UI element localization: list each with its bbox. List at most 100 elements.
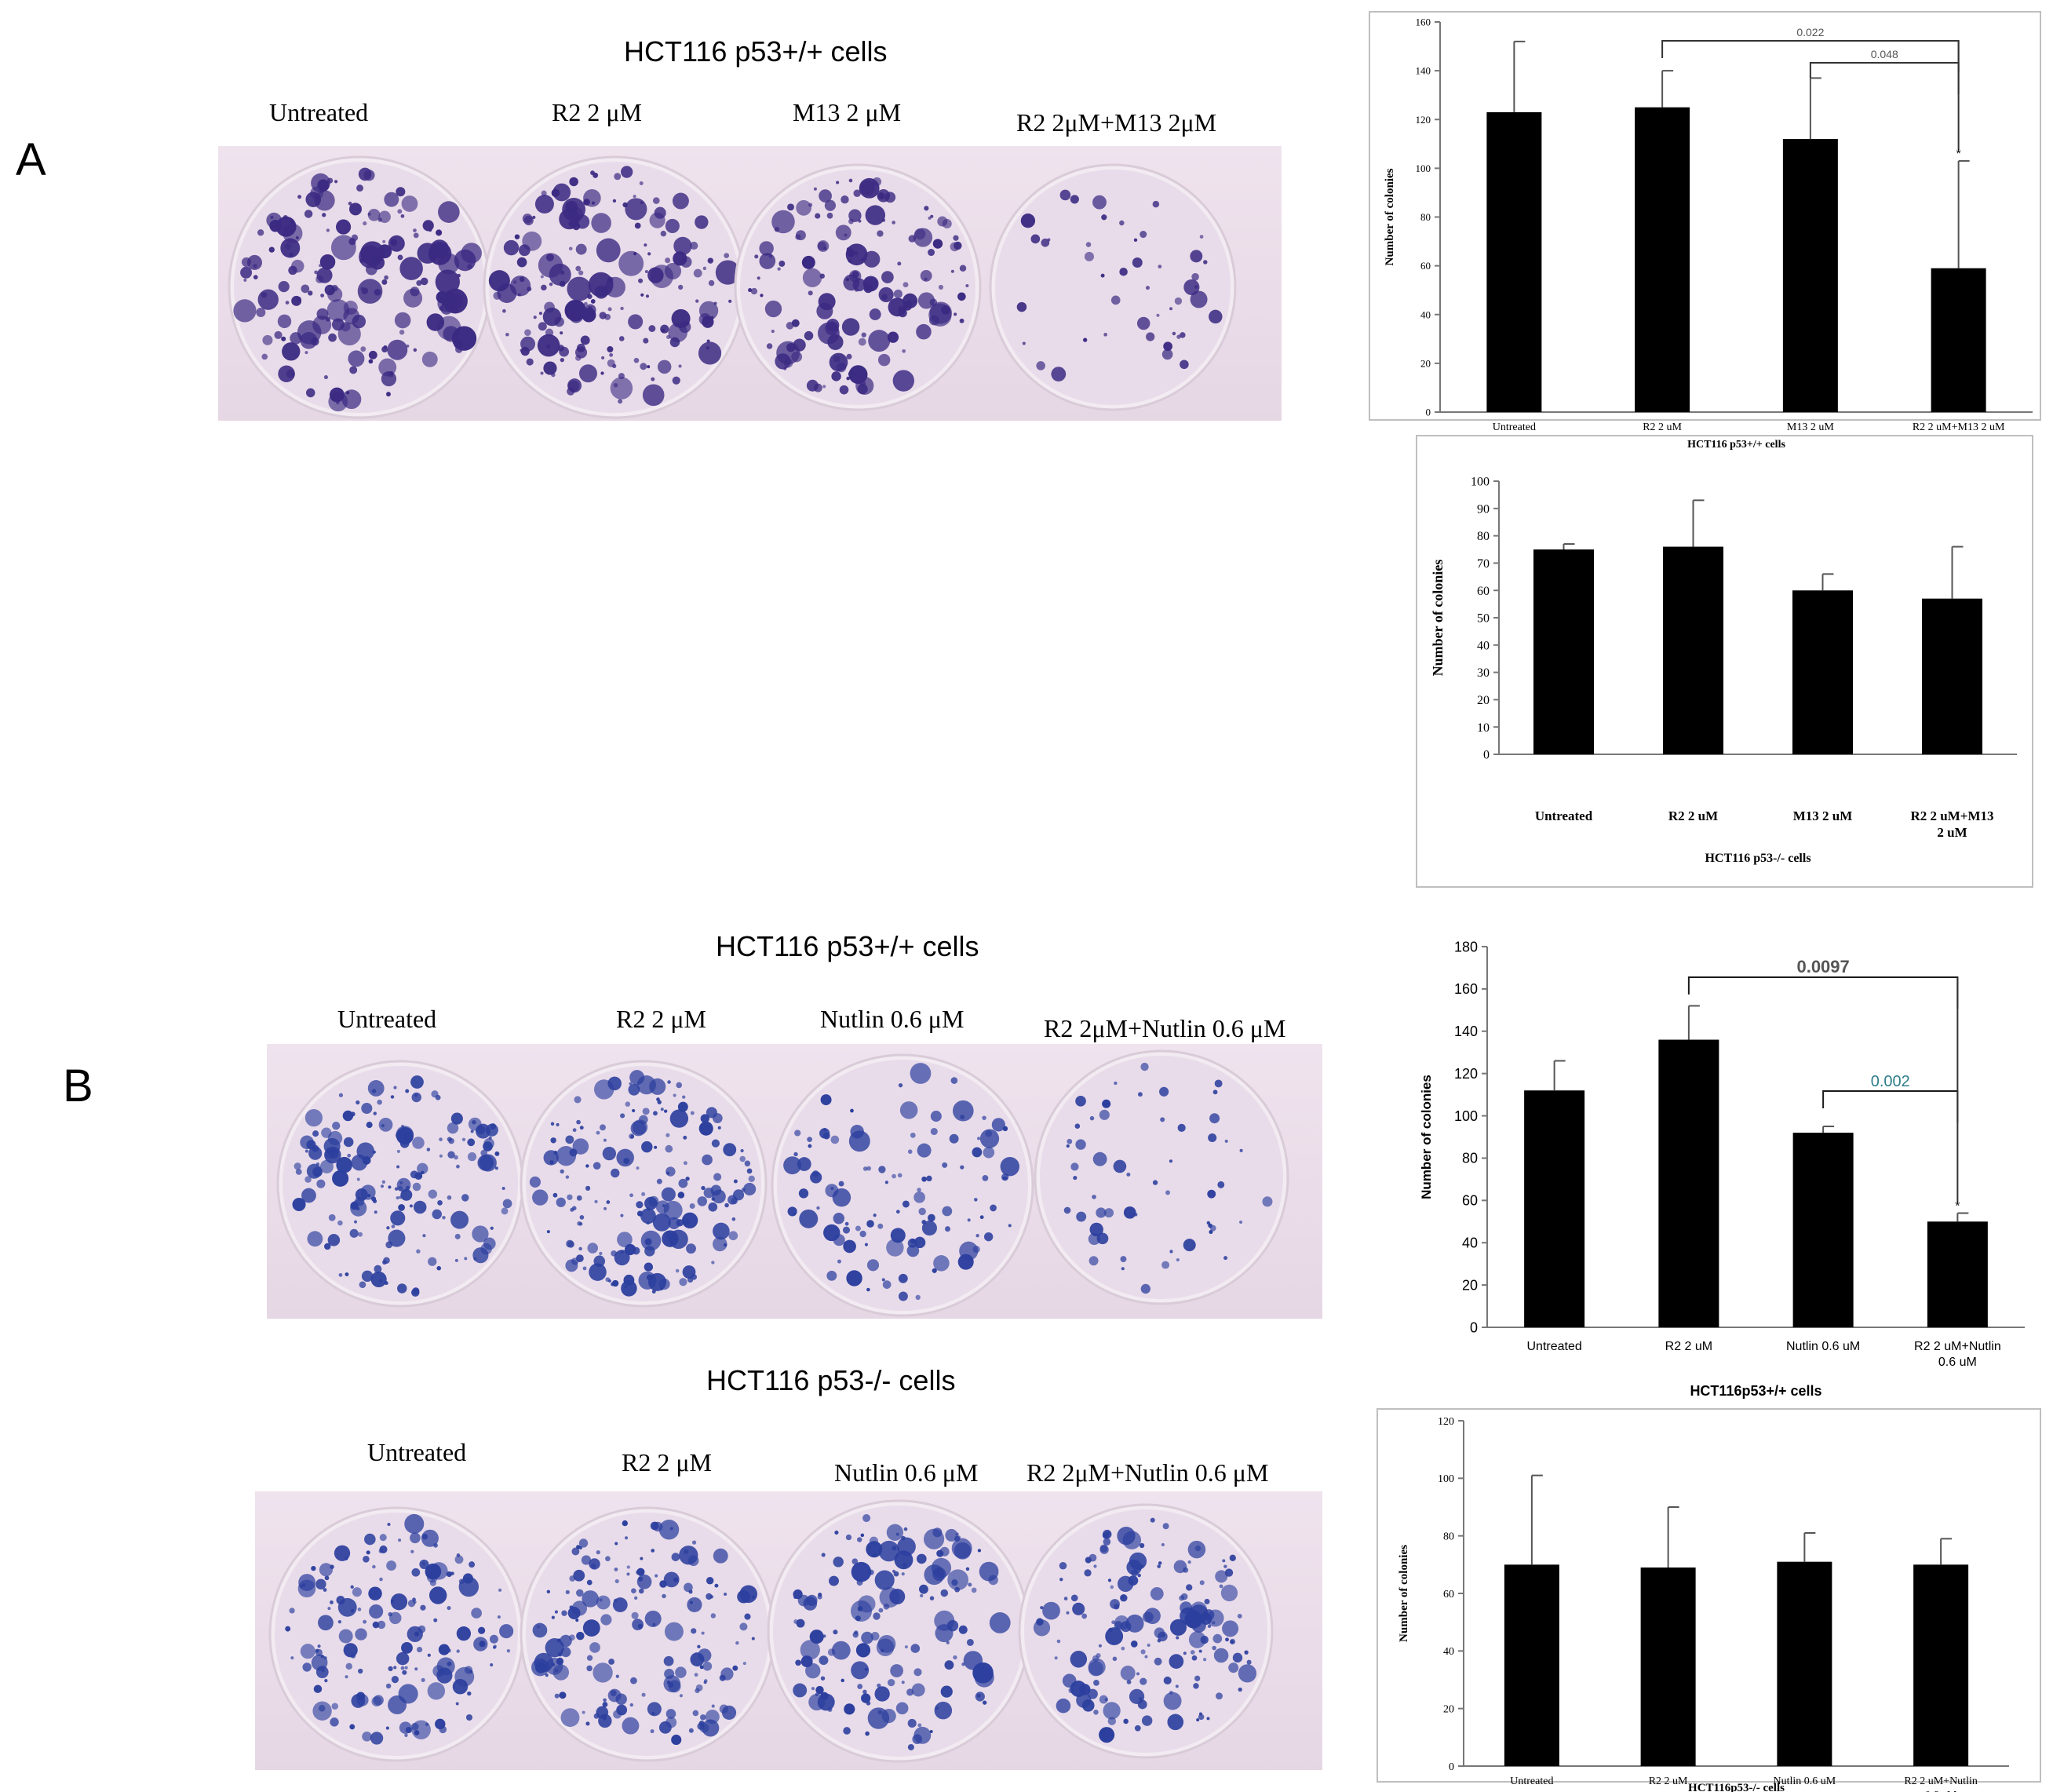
- y-tick-label: 40: [1462, 1235, 1478, 1251]
- bar-a2-3: [1792, 590, 1853, 754]
- y-tick-label: 60: [1477, 585, 1490, 598]
- plate-b-top-label-1: Untreated: [337, 1005, 437, 1033]
- y-tick-label: 160: [1416, 16, 1431, 28]
- bar-b2-1: [1504, 1564, 1559, 1766]
- p-value-label: 0.002: [1871, 1073, 1910, 1090]
- plate-b-bottom-label-1: Untreated: [367, 1438, 467, 1466]
- y-axis-label: Number of colonies: [1384, 168, 1396, 265]
- chart-frame: [1377, 1408, 2041, 1783]
- significance-bracket: [1822, 1090, 1959, 1122]
- y-tick-label: 30: [1477, 666, 1490, 680]
- y-tick-label: 10: [1477, 721, 1490, 735]
- y-tick-label: 60: [1420, 260, 1431, 272]
- plate-b-top-label-2: R2 2 μM: [616, 1005, 706, 1033]
- panel-b-plate-title-top: HCT116 p53+/+ cells: [716, 930, 979, 962]
- y-tick-label: 60: [1443, 1589, 1454, 1600]
- plate-a-label-4: R2 2μM+M13 2μM: [1016, 108, 1217, 137]
- panel-a-plate-title: HCT116 p53+/+ cells: [624, 35, 888, 68]
- y-tick-label: 90: [1477, 502, 1490, 516]
- significance-star: *: [1955, 1200, 1960, 1214]
- bar-b1-3: [1792, 1133, 1854, 1327]
- x-category-label: Untreated: [1493, 422, 1536, 433]
- x-category-label: 0.6 uM: [1925, 1790, 1957, 1792]
- x-category-label: R2 2 uM: [1643, 422, 1682, 433]
- p-value-label: 0.022: [1796, 26, 1824, 38]
- x-category-label: R2 2 uM+M13 2 uM: [1913, 422, 2005, 433]
- x-category-label: Untreated: [1510, 1776, 1553, 1787]
- x-category-label: Nutlin 0.6 uM: [1786, 1340, 1860, 1353]
- y-tick-label: 140: [1416, 65, 1431, 77]
- x-category-label: R2 2 uM+Nutlin: [1904, 1776, 1977, 1787]
- panel-letter-a: A: [16, 134, 46, 185]
- bar-b2-3: [1777, 1561, 1832, 1766]
- plate-b-top-well-1: [276, 1060, 524, 1308]
- colony-plate-image-a: [218, 146, 1282, 421]
- plate-a-label-2: R2 2 μM: [552, 98, 642, 126]
- y-tick-label: 140: [1454, 1024, 1478, 1039]
- bar-b1-4: [1927, 1221, 1988, 1327]
- y-tick-label: 120: [1438, 1416, 1454, 1428]
- x-category-label: Nutlin 0.6 uM: [1774, 1776, 1836, 1787]
- bar-chart-b1: 0 20 40 60 80 100 120 140 160 180 Untreated R2 2 uM…: [1366, 926, 2048, 1413]
- x-axis-label: HCT116 p53+/+ cells: [1687, 439, 1785, 451]
- plate-b-top-label-4: R2 2μM+Nutlin 0.6 μM: [1044, 1014, 1286, 1042]
- plate-a-well-1: [228, 155, 491, 419]
- plate-a-label-1: Untreated: [269, 98, 369, 126]
- y-tick-label: 0: [1449, 1761, 1454, 1773]
- x-category-label: R2 2 uM: [1668, 808, 1718, 823]
- y-tick-label: 20: [1477, 694, 1490, 707]
- x-axis-label: HCT116p53+/+ cells: [1690, 1383, 1821, 1399]
- colony-plate-image-b-bottom: [255, 1491, 1322, 1770]
- y-tick-label: 40: [1420, 308, 1431, 320]
- chart-frame: [1369, 11, 2041, 421]
- y-tick-label: 0: [1483, 749, 1490, 762]
- y-tick-label: 40: [1443, 1646, 1454, 1658]
- y-tick-label: 100: [1438, 1473, 1454, 1485]
- x-category-label: R2 2 uM: [1665, 1340, 1712, 1353]
- plate-b-bottom-label-4: R2 2μM+Nutlin 0.6 μM: [1026, 1458, 1269, 1487]
- plate-a-label-3: M13 2 μM: [793, 98, 902, 126]
- bar-b2-2: [1640, 1568, 1696, 1766]
- y-tick-label: 70: [1477, 557, 1490, 571]
- plate-b-top-well-4: [1034, 1049, 1289, 1305]
- p-value-label: 0.048: [1871, 48, 1898, 60]
- bar-b2-4: [1913, 1564, 1969, 1766]
- y-axis-label: Number of colonies: [1430, 560, 1446, 677]
- x-category-label: 2 uM: [1937, 825, 1967, 840]
- y-axis-label: Number of colonies: [1419, 1075, 1434, 1199]
- bar-b1-2: [1658, 1039, 1719, 1327]
- plate-b-bottom-well-2: [520, 1506, 775, 1762]
- bar-b1-1: [1524, 1090, 1585, 1327]
- y-tick-label: 100: [1416, 162, 1431, 174]
- y-tick-label: 100: [1454, 1108, 1478, 1124]
- bar-chart-b2: 0 20 40 60 80 100 120 Untreated R2 2 uM Nutlin 0.…: [1373, 1405, 2048, 1792]
- y-tick-label: 20: [1420, 357, 1431, 369]
- x-category-label: Untreated: [1526, 1340, 1581, 1353]
- colony-plate-image-b-top: [267, 1044, 1322, 1319]
- significance-bracket: [1687, 976, 1959, 1009]
- y-tick-label: 120: [1454, 1066, 1478, 1082]
- bar-a1-1: [1486, 111, 1542, 412]
- plate-b-top-well-2: [520, 1060, 768, 1308]
- y-tick-label: 40: [1477, 639, 1490, 652]
- plate-b-bottom-label-3: Nutlin 0.6 μM: [834, 1458, 979, 1487]
- y-tick-label: 80: [1443, 1531, 1454, 1543]
- y-tick-label: 120: [1416, 114, 1431, 126]
- bar-a2-1: [1533, 549, 1594, 754]
- plate-a-well-3: [734, 163, 982, 411]
- y-tick-label: 160: [1454, 981, 1478, 997]
- y-tick-label: 0: [1470, 1319, 1478, 1335]
- bar-a1-2: [1635, 107, 1690, 412]
- p-value-label: 0.0097: [1796, 957, 1849, 976]
- y-tick-label: 20: [1443, 1704, 1454, 1716]
- y-tick-label: 180: [1454, 939, 1478, 954]
- y-tick-label: 80: [1420, 211, 1431, 223]
- plate-b-top-label-3: Nutlin 0.6 μM: [820, 1005, 965, 1033]
- plate-b-top-well-3: [771, 1053, 1034, 1317]
- y-tick-label: 0: [1426, 407, 1431, 418]
- x-axis-label: HCT116p53-/- cells: [1688, 1782, 1785, 1792]
- bar-a2-4: [1922, 598, 1982, 754]
- chart-frame: [1416, 435, 2033, 888]
- x-category-label: M13 2 uM: [1793, 808, 1853, 823]
